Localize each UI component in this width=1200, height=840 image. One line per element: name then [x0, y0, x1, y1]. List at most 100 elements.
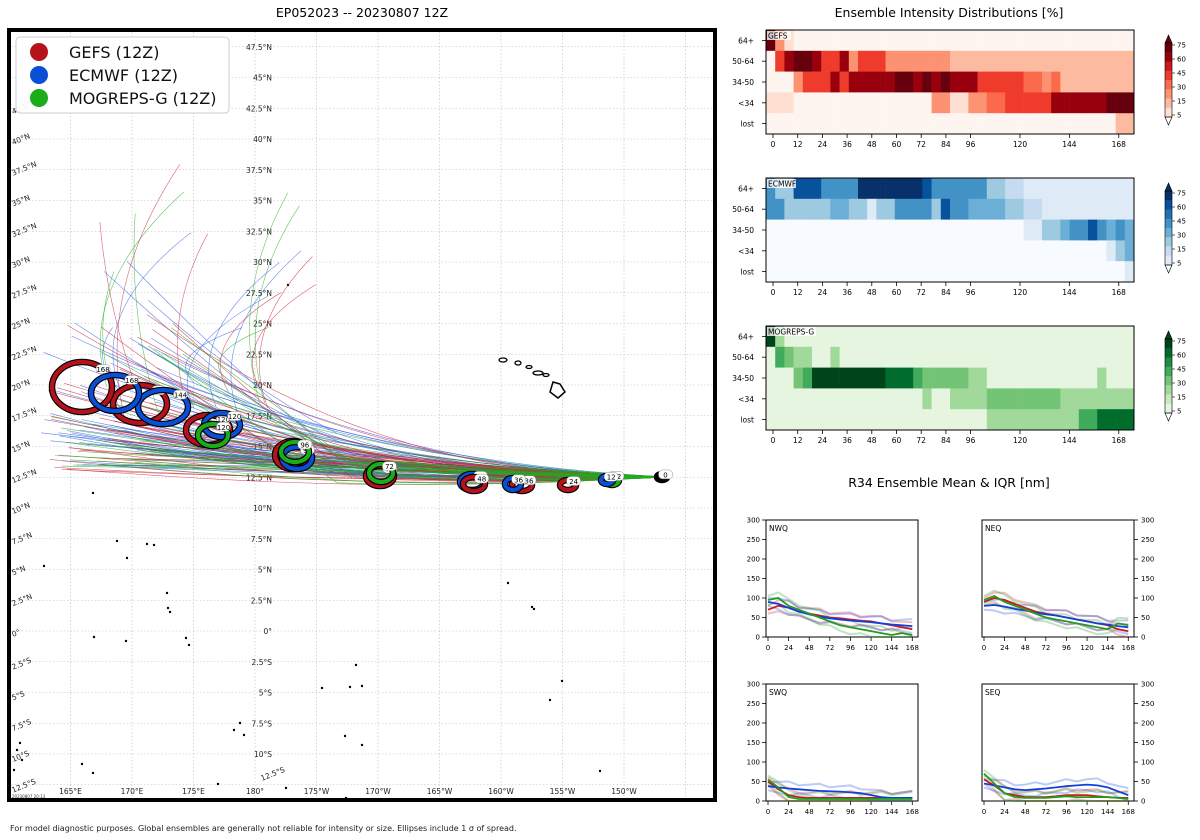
heatmap-cell [959, 261, 969, 283]
heatmap-cell [1078, 346, 1089, 368]
heatmap-cell [1097, 326, 1107, 348]
heatmap-cell [1097, 346, 1107, 368]
heatmap-cell [839, 92, 850, 114]
heatmap-cell [931, 92, 942, 114]
quadrant-label: NWQ [769, 524, 788, 533]
heatmap-cell [1042, 346, 1052, 368]
row-label: 50-64 [732, 57, 754, 66]
ensemble-track [99, 221, 138, 390]
row-label: 64+ [738, 36, 754, 45]
heatmap-cell [1060, 178, 1070, 200]
heatmap-cell [1005, 261, 1015, 283]
forecast-hour-label: 0 [663, 471, 667, 479]
heatmap-cell [1051, 367, 1061, 389]
heatmap-cell [913, 326, 923, 348]
heatmap-cell [904, 219, 914, 241]
heatmap-cell [1060, 50, 1070, 72]
heatmap-cell [977, 50, 988, 72]
x-tick-label: 0 [771, 140, 776, 149]
heatmap-cell [867, 326, 877, 348]
x-tick-label: 168 [1112, 140, 1127, 149]
heatmap-ecmwf: ECMWF 64+ 50-64 34-50 <34 lost 0 12 24 36 48 60 72 84… [732, 177, 1186, 297]
heatmap-cell [977, 326, 988, 348]
heatmap-cell [1115, 240, 1126, 262]
heatmap-cell [830, 50, 840, 72]
heatmap-cell [986, 261, 997, 283]
heatmap-cell [977, 198, 988, 220]
island [145, 542, 149, 546]
heatmap-cell [904, 240, 914, 262]
heatmap-cell [1042, 219, 1052, 241]
heatmap-cell [1042, 30, 1052, 52]
heatmap-cell [1005, 50, 1015, 72]
x-tick-label: 48 [1021, 644, 1030, 652]
heatmap-cell [940, 261, 951, 283]
heatmap-cell [1032, 71, 1043, 93]
row-label: lost [740, 120, 754, 129]
lon-label: 165°W [427, 787, 453, 796]
heatmap-cell [848, 30, 859, 52]
heatmap-cell [858, 240, 868, 262]
heatmap-cell [968, 50, 978, 72]
heatmap-cell [931, 219, 942, 241]
colorbar-frame [1164, 338, 1173, 414]
heatmap-cell [885, 50, 896, 72]
hour-label-bg [216, 422, 231, 432]
heatmap-cell [986, 326, 997, 348]
colorbar-step [1165, 107, 1172, 118]
heatmap-cell [775, 367, 785, 389]
heatmap-cell [1088, 30, 1098, 52]
heatmap-cell [821, 261, 831, 283]
heatmap-cell [793, 71, 804, 93]
lon-label: 175°E [182, 787, 205, 796]
heatmap-cell [1088, 50, 1098, 72]
heatmap-cell [867, 219, 877, 241]
heatmap-cell [775, 346, 785, 368]
island [15, 748, 19, 752]
heatmap-cell [812, 92, 822, 114]
lat-label: 42.5°N [246, 104, 272, 113]
heatmap-cell [802, 261, 813, 283]
heatmap-cell [959, 30, 969, 52]
mean-line-ecmwf [983, 604, 1129, 629]
heatmap-cell [784, 346, 794, 368]
y-tick-label: 0 [1141, 634, 1145, 642]
x-tick-label: 84 [941, 288, 951, 297]
colorbar-step [1165, 98, 1172, 109]
heatmap-cell [876, 178, 886, 200]
heatmap-cell [940, 198, 951, 220]
iqr-line-gefs [983, 782, 1129, 802]
heatmap-cell [968, 178, 978, 200]
heatmap-cell [867, 113, 877, 135]
lat-label: 22.5°N [246, 350, 272, 359]
heatmap-cell [1097, 198, 1107, 220]
heatmap-cell [1023, 219, 1034, 241]
heatmap-cell [968, 240, 978, 262]
x-tick-label: 168 [1112, 436, 1127, 445]
heatmap-cell [1115, 71, 1126, 93]
heatmap-cell [913, 346, 923, 368]
heatmap-cell [1115, 92, 1126, 114]
lon-label: 165°E [59, 787, 82, 796]
heatmap-cell [812, 113, 822, 135]
island [18, 741, 22, 745]
heatmap-cell [1124, 346, 1135, 368]
y-tick-label: 250 [1141, 700, 1154, 708]
colorbar-arrow-top [1164, 34, 1173, 44]
heatmap-cell [922, 92, 932, 114]
colorbar-step [1165, 43, 1172, 53]
heatmap-cell [922, 50, 932, 72]
heatmap-cell [1106, 50, 1116, 72]
heatmap-cell [1124, 388, 1135, 410]
legend-marker [30, 89, 48, 107]
heatmap-cell [1032, 113, 1043, 135]
heatmap-cell [802, 178, 813, 200]
heatmap-cell [904, 346, 914, 368]
colorbar-tick-label: 5 [1177, 112, 1181, 120]
heatmap-cell [904, 178, 914, 200]
heatmap-cell [885, 409, 896, 431]
heatmap-cell [968, 30, 978, 52]
heatmap-cell [1014, 30, 1024, 52]
heatmap-cell [913, 219, 923, 241]
heatmap-cell [986, 71, 997, 93]
